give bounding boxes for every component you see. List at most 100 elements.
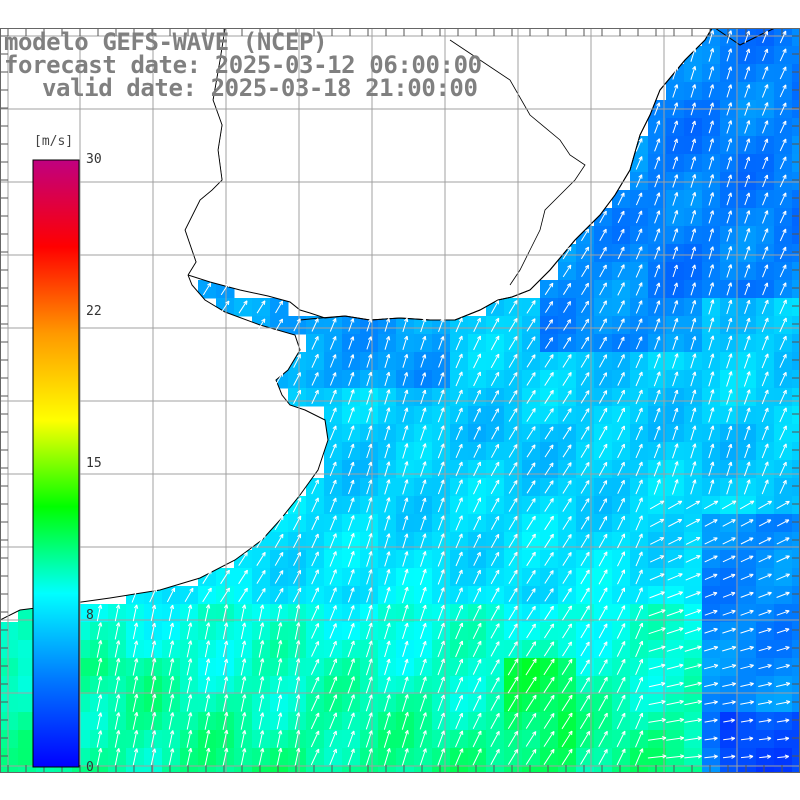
wind-speed-cell [504, 766, 523, 773]
wind-arrow [777, 754, 789, 759]
wind-arrow [365, 640, 373, 658]
wind-arrow [685, 555, 701, 563]
wind-arrow [544, 605, 554, 621]
wind-arrow [740, 519, 754, 527]
wind-arrow [672, 353, 679, 369]
wind-arrow [508, 390, 518, 404]
wind-arrow [666, 645, 684, 652]
wind-speed-cell [792, 460, 800, 479]
wind-arrow [508, 480, 518, 494]
wind-arrow [666, 609, 684, 617]
wind-arrow [472, 730, 482, 748]
wind-arrow [779, 371, 787, 386]
wind-arrow [525, 731, 537, 747]
wind-arrow [508, 533, 518, 549]
wind-arrow [437, 604, 445, 621]
wind-arrow [508, 444, 518, 458]
wind-arrow [580, 372, 590, 386]
wind-arrow [775, 700, 791, 705]
wind-arrow [256, 551, 266, 566]
wind-arrow [507, 730, 519, 747]
wind-arrow [635, 353, 643, 369]
wind-arrow [311, 641, 320, 657]
wind-arrow [186, 622, 193, 640]
wind-arrow [579, 694, 591, 711]
wind-speed-cell [648, 766, 667, 773]
wind-arrow [740, 609, 754, 616]
wind-arrow [599, 300, 607, 314]
wind-arrow [526, 318, 536, 332]
wind-arrow [744, 443, 751, 459]
wind-arrow [654, 174, 661, 188]
wind-arrow [690, 479, 697, 495]
wind-arrow [526, 480, 536, 494]
wind-arrow [347, 676, 355, 694]
wind-arrow [666, 627, 684, 635]
wind-arrow [666, 663, 684, 670]
wind-arrow [758, 682, 773, 687]
wind-arrow [96, 657, 103, 676]
wind-arrow [562, 371, 572, 386]
wind-arrow [366, 336, 373, 350]
wind-arrow [579, 712, 591, 730]
wind-arrows [96, 30, 791, 767]
wind-arrow [708, 84, 715, 98]
wind-arrow [654, 264, 661, 278]
wind-arrow [562, 462, 572, 476]
wind-arrow [726, 102, 733, 116]
wind-arrow [402, 622, 409, 640]
wind-arrow [168, 748, 175, 766]
wind-arrow [347, 425, 355, 441]
wind-arrow [690, 47, 697, 62]
wind-arrow [690, 246, 696, 260]
wind-arrow [635, 569, 643, 585]
wind-arrow [599, 228, 607, 242]
wind-arrow [726, 264, 733, 278]
wind-arrow [759, 754, 772, 759]
wind-arrow [744, 299, 751, 314]
wind-speed-cell [792, 442, 800, 461]
wind-arrow [276, 622, 283, 640]
wind-arrow [402, 533, 409, 549]
wind-arrow [758, 609, 772, 616]
wind-arrow [402, 479, 409, 495]
wind-arrow [348, 371, 355, 386]
wind-arrow [329, 676, 338, 694]
wind-arrow [365, 748, 373, 766]
wind-arrow [779, 317, 787, 333]
wind-arrow [580, 390, 590, 404]
wind-arrow [635, 712, 644, 730]
wind-arrow [150, 640, 157, 658]
wind-arrow [384, 318, 391, 332]
wind-arrow [654, 102, 661, 116]
wind-arrow [635, 479, 643, 495]
wind-speed-cell [0, 766, 19, 773]
wind-arrow [562, 282, 572, 295]
wind-arrow [293, 569, 301, 584]
wind-speed-cell [792, 244, 800, 263]
wind-arrow [757, 700, 773, 705]
wind-arrow [708, 246, 714, 260]
wind-arrow [776, 573, 790, 581]
wind-arrow [384, 640, 391, 658]
wind-arrow [635, 658, 643, 675]
wind-arrow [311, 533, 319, 549]
wind-arrow [761, 461, 769, 477]
wind-arrow [329, 389, 337, 405]
wind-arrow [779, 353, 787, 368]
wind-arrow [635, 264, 643, 278]
wind-arrow [599, 498, 607, 512]
wind-speed-cell [792, 64, 800, 83]
wind-arrow [616, 676, 626, 693]
wind-arrow [726, 299, 733, 315]
wind-arrow [779, 210, 787, 224]
wind-arrow [726, 156, 733, 170]
wind-arrow [365, 712, 373, 730]
wind-arrow [544, 337, 554, 349]
wind-arrow [634, 748, 644, 766]
wind-arrow [647, 736, 667, 741]
wind-arrow [617, 300, 625, 314]
wind-arrow [685, 591, 701, 599]
wind-arrow [654, 228, 661, 242]
wind-arrow [455, 622, 464, 640]
